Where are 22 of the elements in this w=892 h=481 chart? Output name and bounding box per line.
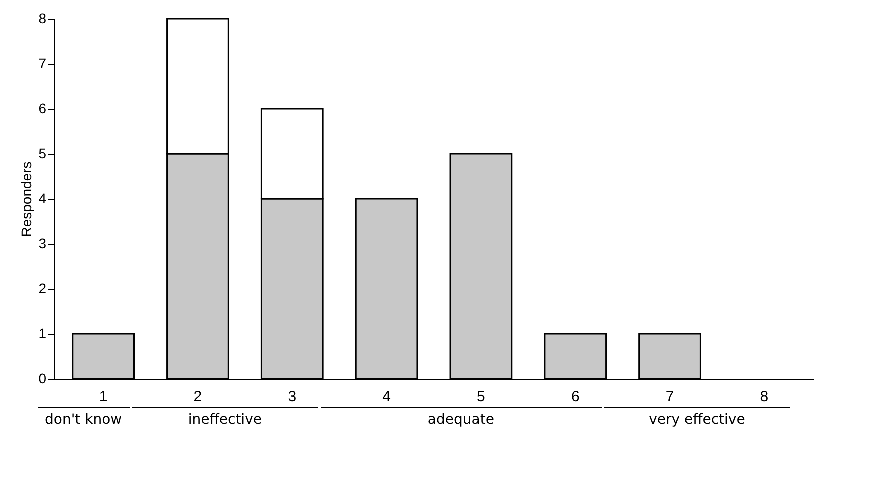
x-tick-label: 5	[477, 388, 486, 406]
y-axis-title: Responders	[18, 162, 35, 238]
x-tick-label: 3	[288, 388, 297, 406]
x-tick-label: 7	[666, 388, 674, 406]
x-tick-label: 1	[99, 388, 108, 406]
x-tick-label: 2	[194, 388, 202, 406]
y-tick-label: 0	[38, 370, 47, 386]
y-tick-label: 8	[38, 10, 47, 26]
y-tick-label: 3	[38, 236, 47, 252]
text: ineffective	[132, 407, 318, 428]
y-tick-label: 4	[38, 190, 47, 206]
text: don't know	[38, 407, 130, 428]
y-tick-label: 1	[38, 326, 47, 342]
x-tick-label: 4	[382, 388, 391, 406]
x-tick-label: 8	[760, 388, 769, 406]
y-tick-label: 7	[38, 56, 47, 72]
y-tick-label: 2	[38, 280, 47, 296]
text: adequate	[320, 407, 602, 428]
x-tick-label: 6	[571, 388, 580, 406]
text: very effective	[604, 407, 790, 428]
y-tick-label: 5	[38, 146, 47, 162]
y-tick-label: 6	[38, 100, 47, 116]
